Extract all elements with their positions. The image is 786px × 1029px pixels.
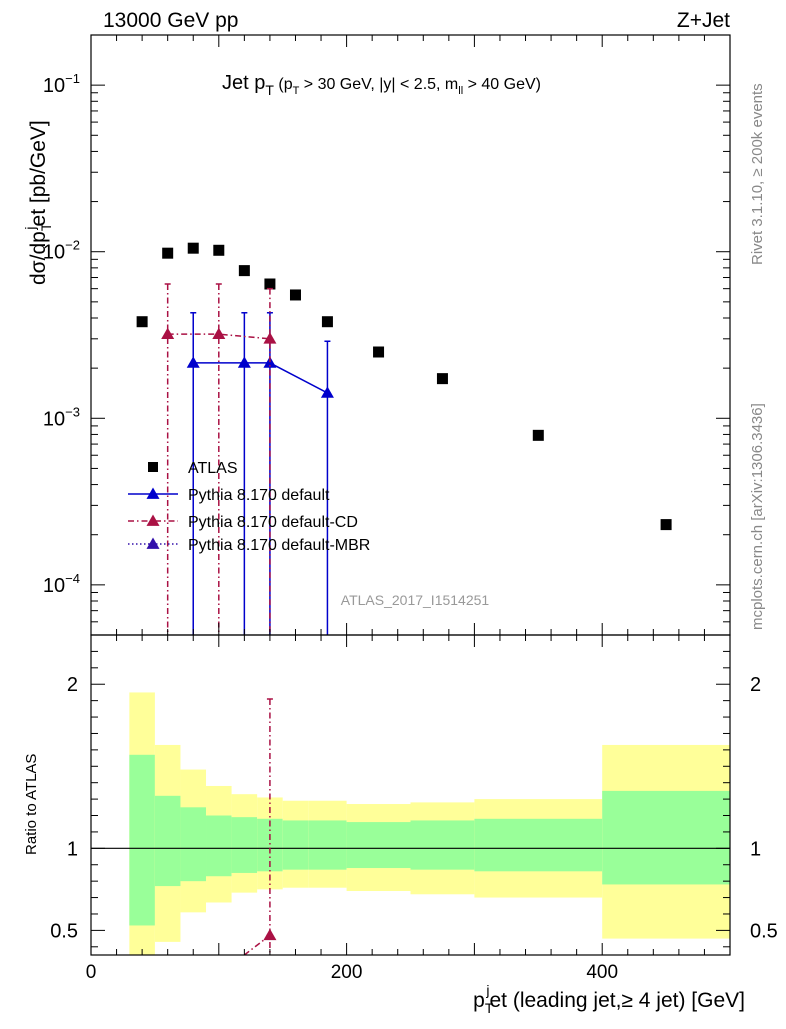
stat-uncertainty-band [346,822,411,869]
axis-ticks: 0 200 400 10−1 10−2 10−3 10−4 0.5 0.5 1 1 2 2 [43,34,778,983]
stat-uncertainty-band [231,817,258,873]
data-point-atlas [162,247,174,259]
main-y-tick-label: 10−4 [43,571,80,597]
legend-label: Pythia 8.170 default-MBR [188,537,370,554]
x-tick-label: 400 [586,962,618,983]
legend-label: Pythia 8.170 default-CD [188,514,358,531]
axes-frames [90,34,731,956]
main-y-tick-label: 10−3 [43,404,80,430]
ratio-y-tick-label: 1 [67,838,78,860]
ratio-plot-frame [90,634,731,956]
data-point-atlas [187,242,199,254]
series-marker [320,386,334,398]
x-tick-label: 200 [331,962,363,983]
ratio-y-tick-label: 0.5 [50,920,78,942]
process-label: Z+Jet [677,9,730,32]
series-marker [263,332,277,344]
legend-marker [146,537,160,549]
data-point-atlas [373,346,385,358]
ratio-uncertainty-bands [91,692,730,955]
stat-uncertainty-band [206,815,232,877]
ratio-series-layer [243,698,277,956]
main-title: Jet pT (pT > 30 GeV, |y| < 2.5, mll > 40… [222,72,541,98]
data-point-atlas [321,316,333,328]
ratio-marker [263,928,277,941]
ratio-y-tick-label-right: 1 [750,838,761,860]
stat-uncertainty-band [154,795,181,887]
main-y-tick-label: 10−1 [43,71,80,97]
main-y-tick-label: 10−2 [43,238,80,264]
ratio-y-axis-label: Ratio to ATLAS [23,754,40,855]
legend: ATLAS Pythia 8.170 default Pythia 8.170 de… [128,460,370,554]
legend-marker-atlas [148,462,158,472]
legend-label: Pythia 8.170 default [188,487,330,504]
ratio-series-line [243,934,271,956]
series-line [167,333,270,340]
series-marker [161,327,175,340]
data-point-atlas [532,429,544,441]
analysis-watermark: ATLAS_2017_I1514251 [341,592,490,608]
stat-uncertainty-band [282,820,309,870]
stat-uncertainty-band [474,818,603,872]
ratio-y-tick-label: 2 [67,674,78,696]
series-marker [212,327,226,340]
x-axis-label: pTjet (leading jet,≥ 4 jet) [GeV] [473,982,745,1016]
data-point-atlas [264,278,276,290]
series-marker [237,356,251,368]
series-marker [186,356,200,368]
x-tick-label: 0 [86,962,97,983]
data-point-atlas [436,373,448,385]
data-point-atlas [238,265,250,277]
mcplots-label: mcplots.cern.ch [arXiv:1306.3436] [749,403,766,630]
data-point-atlas [289,289,301,301]
stat-uncertainty-band [180,807,207,882]
main-plot-frame [90,34,731,636]
data-point-atlas [660,519,672,531]
stat-uncertainty-band [129,754,155,926]
legend-marker [146,514,160,526]
legend-label: ATLAS [188,460,238,477]
series-line [193,362,328,394]
energy-label: 13000 GeV pp [103,9,238,32]
stat-uncertainty-band [308,820,347,870]
ratio-y-tick-label-right: 0.5 [750,920,778,942]
legend-marker [146,487,160,499]
stat-uncertainty-band [602,790,730,885]
data-point-atlas [136,316,148,328]
data-point-atlas [213,244,225,256]
main-y-axis-label: dσ/dpTjet [pb/GeV] [22,120,54,285]
rivet-label: Rivet 3.1.10, ≥ 200k events [749,83,766,265]
stat-uncertainty-band [410,820,475,870]
ratio-y-tick-label-right: 2 [750,674,761,696]
main-series-layer [136,242,672,635]
